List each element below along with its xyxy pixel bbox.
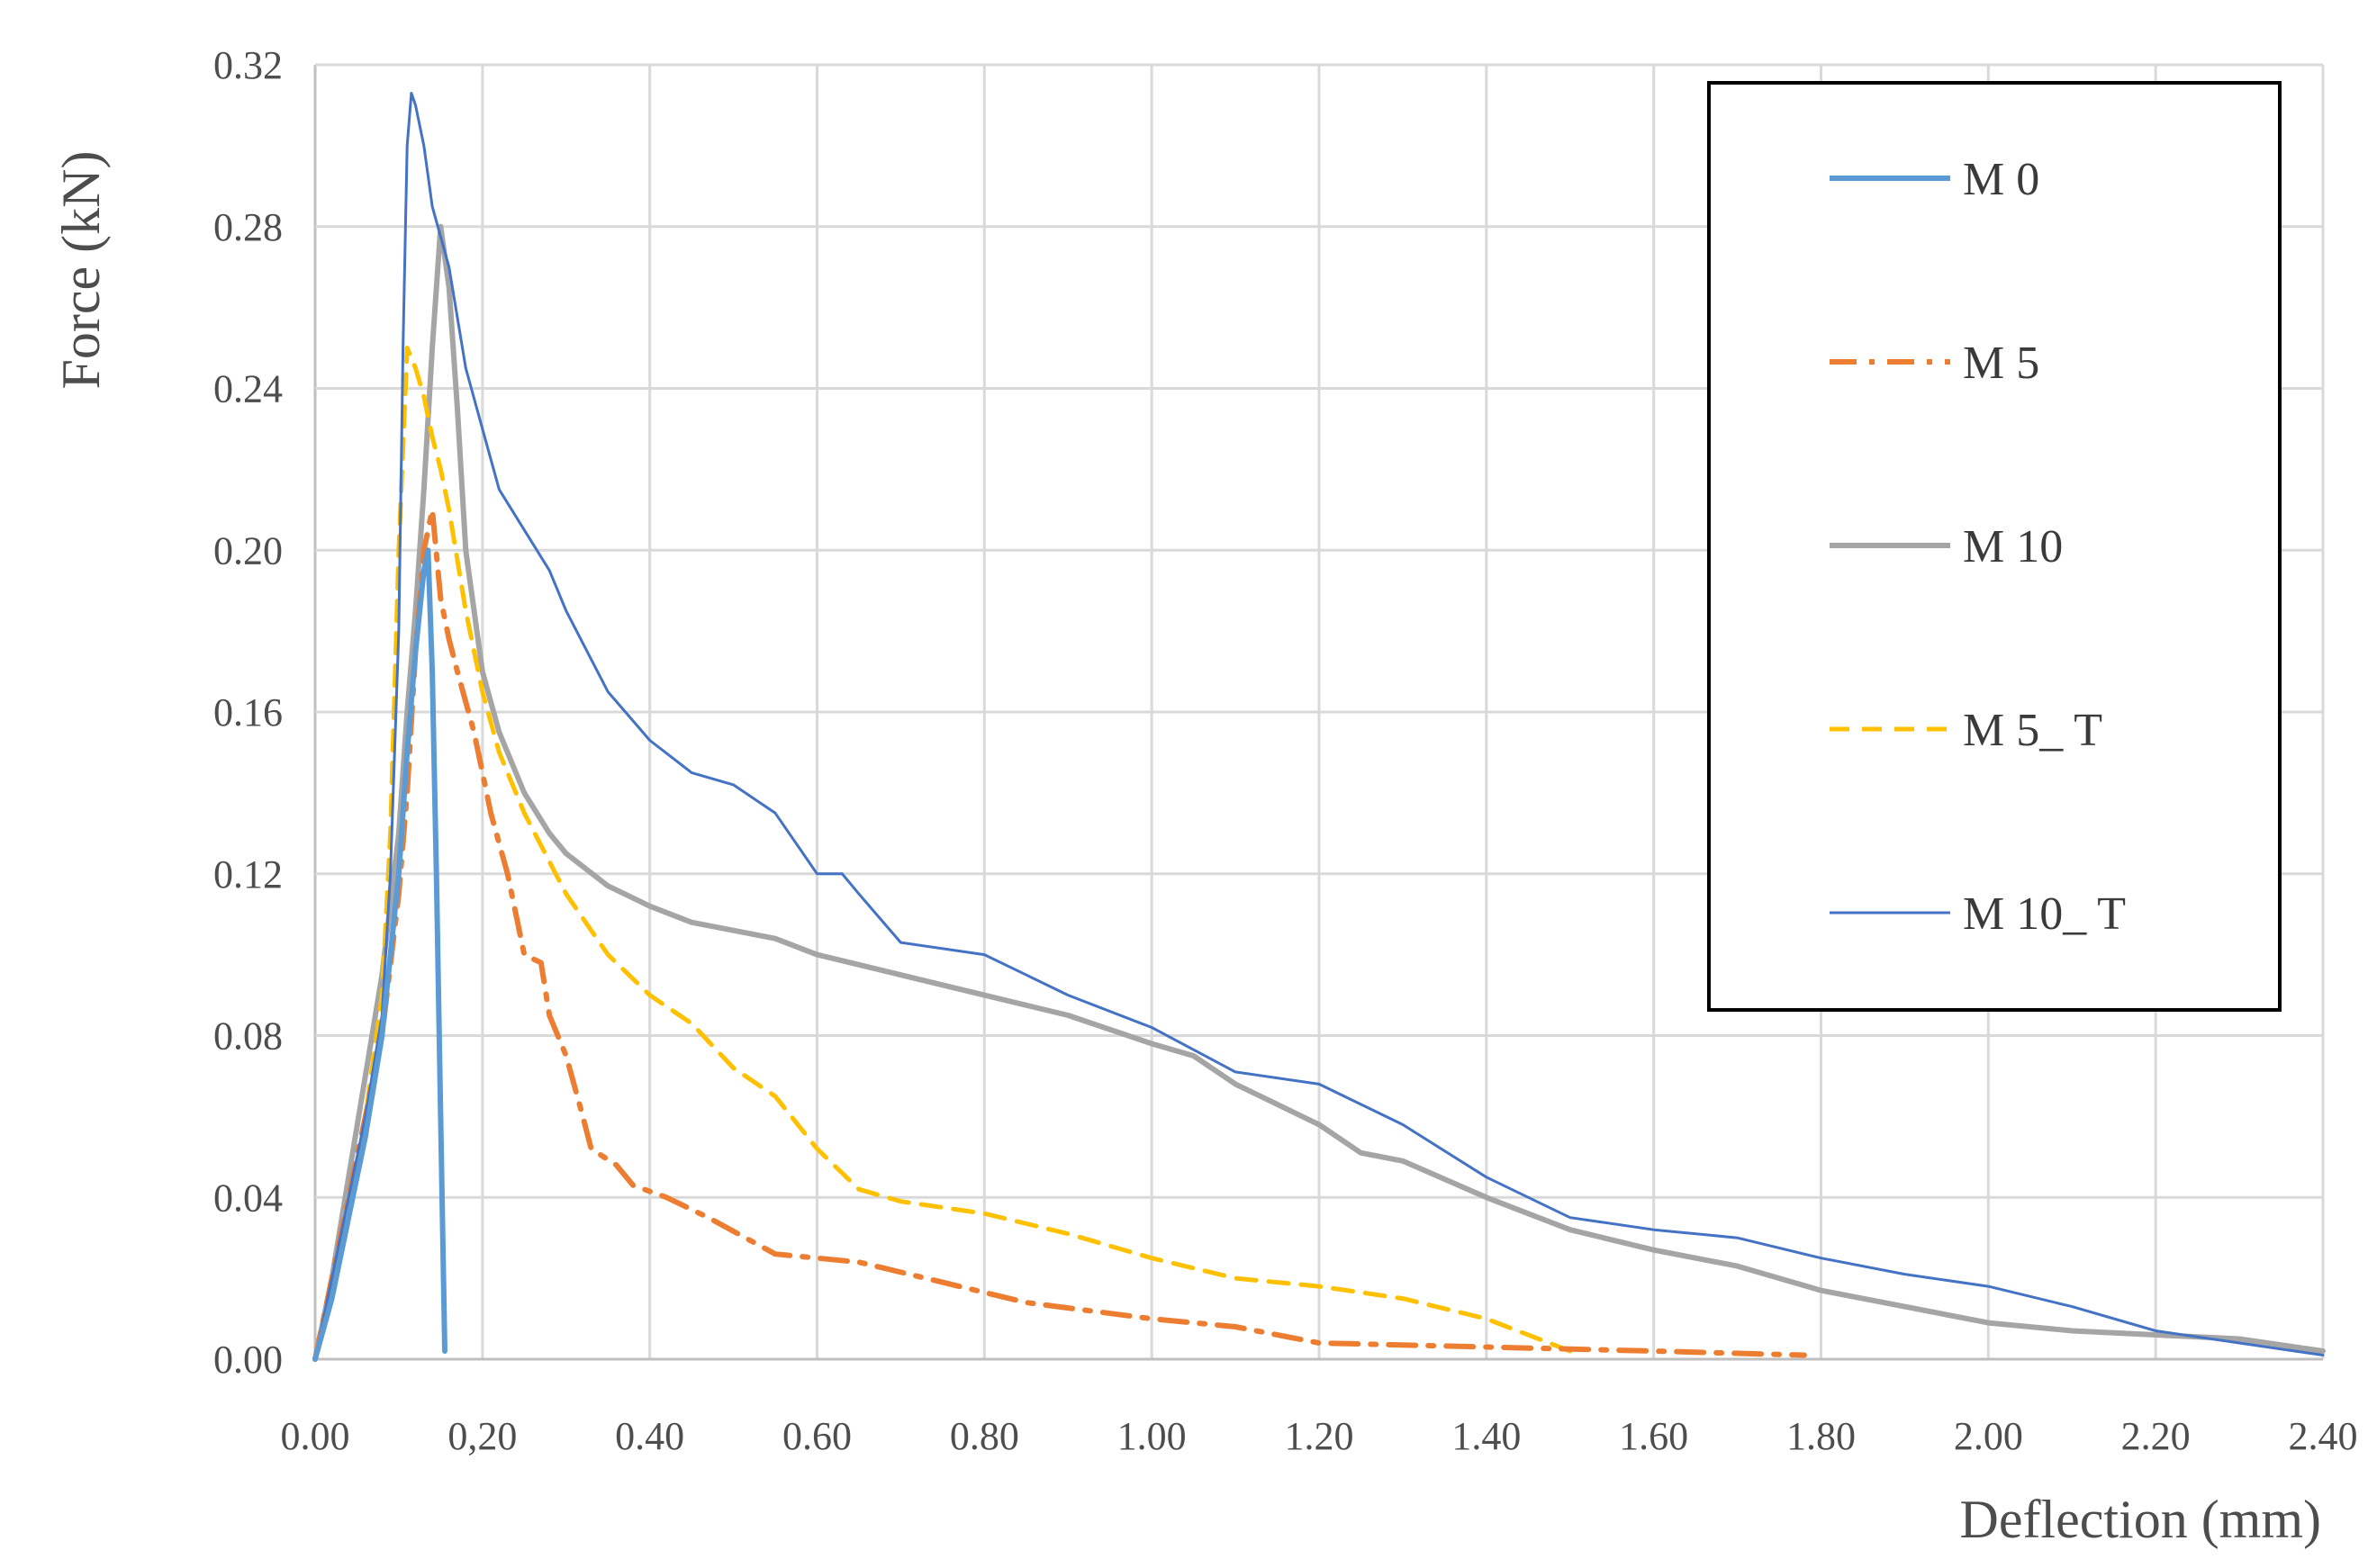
x-tick-label: 0.40 bbox=[615, 1414, 684, 1458]
x-tick-label: 1.40 bbox=[1451, 1414, 1521, 1458]
legend-label: M 10_ T bbox=[1963, 888, 2126, 940]
legend-box bbox=[1707, 81, 2282, 1012]
x-axis-ticks: 0.00 0,20 0.40 0.60 0.80 1.00 1.20 1.40 1.60 1.80… bbox=[281, 1414, 2358, 1458]
legend-label: M 10 bbox=[1963, 521, 2063, 572]
y-axis-ticks: 0.00 0.04 0.08 0.12 0.16 0.20 0.24 0.28 0.32 bbox=[213, 43, 283, 1382]
x-tick-label: 1.00 bbox=[1117, 1414, 1187, 1458]
y-tick-label: 0.28 bbox=[213, 205, 283, 249]
y-axis-title: Force (kN) bbox=[51, 151, 111, 390]
y-tick-label: 0.08 bbox=[213, 1014, 283, 1059]
series-line bbox=[312, 547, 447, 1362]
x-tick-label: 0,20 bbox=[447, 1414, 517, 1458]
series-line bbox=[312, 223, 2326, 1362]
y-tick-label: 0.00 bbox=[213, 1338, 283, 1382]
x-tick-label: 2.40 bbox=[2289, 1414, 2358, 1458]
x-tick-label: 1.60 bbox=[1619, 1414, 1688, 1458]
legend-label: M 0 bbox=[1963, 154, 2039, 205]
x-tick-label: 0.00 bbox=[281, 1414, 350, 1458]
x-tick-label: 2.20 bbox=[2121, 1414, 2191, 1458]
y-tick-label: 0.12 bbox=[213, 852, 283, 897]
series-line bbox=[312, 346, 1573, 1362]
legend-label: M 5_ T bbox=[1963, 705, 2102, 756]
x-tick-label: 1.80 bbox=[1786, 1414, 1856, 1458]
legend: M 0 M 5 M 10 M 5_ T M 10_ T bbox=[1707, 81, 2282, 1012]
series-line bbox=[313, 92, 2325, 1361]
x-tick-label: 0.60 bbox=[782, 1414, 852, 1458]
y-tick-label: 0.20 bbox=[213, 528, 283, 572]
x-tick-label: 0.80 bbox=[950, 1414, 1019, 1458]
y-tick-label: 0.16 bbox=[213, 690, 283, 734]
y-tick-label: 0.24 bbox=[213, 367, 283, 411]
y-tick-label: 0.32 bbox=[213, 43, 283, 87]
x-tick-label: 1.20 bbox=[1285, 1414, 1354, 1458]
series-layer bbox=[312, 92, 2326, 1362]
x-tick-label: 2.00 bbox=[1954, 1414, 2023, 1458]
legend-label: M 5 bbox=[1963, 338, 2039, 389]
x-axis-title: Deflection (mm) bbox=[1959, 1490, 2321, 1549]
y-tick-label: 0.04 bbox=[213, 1176, 283, 1220]
